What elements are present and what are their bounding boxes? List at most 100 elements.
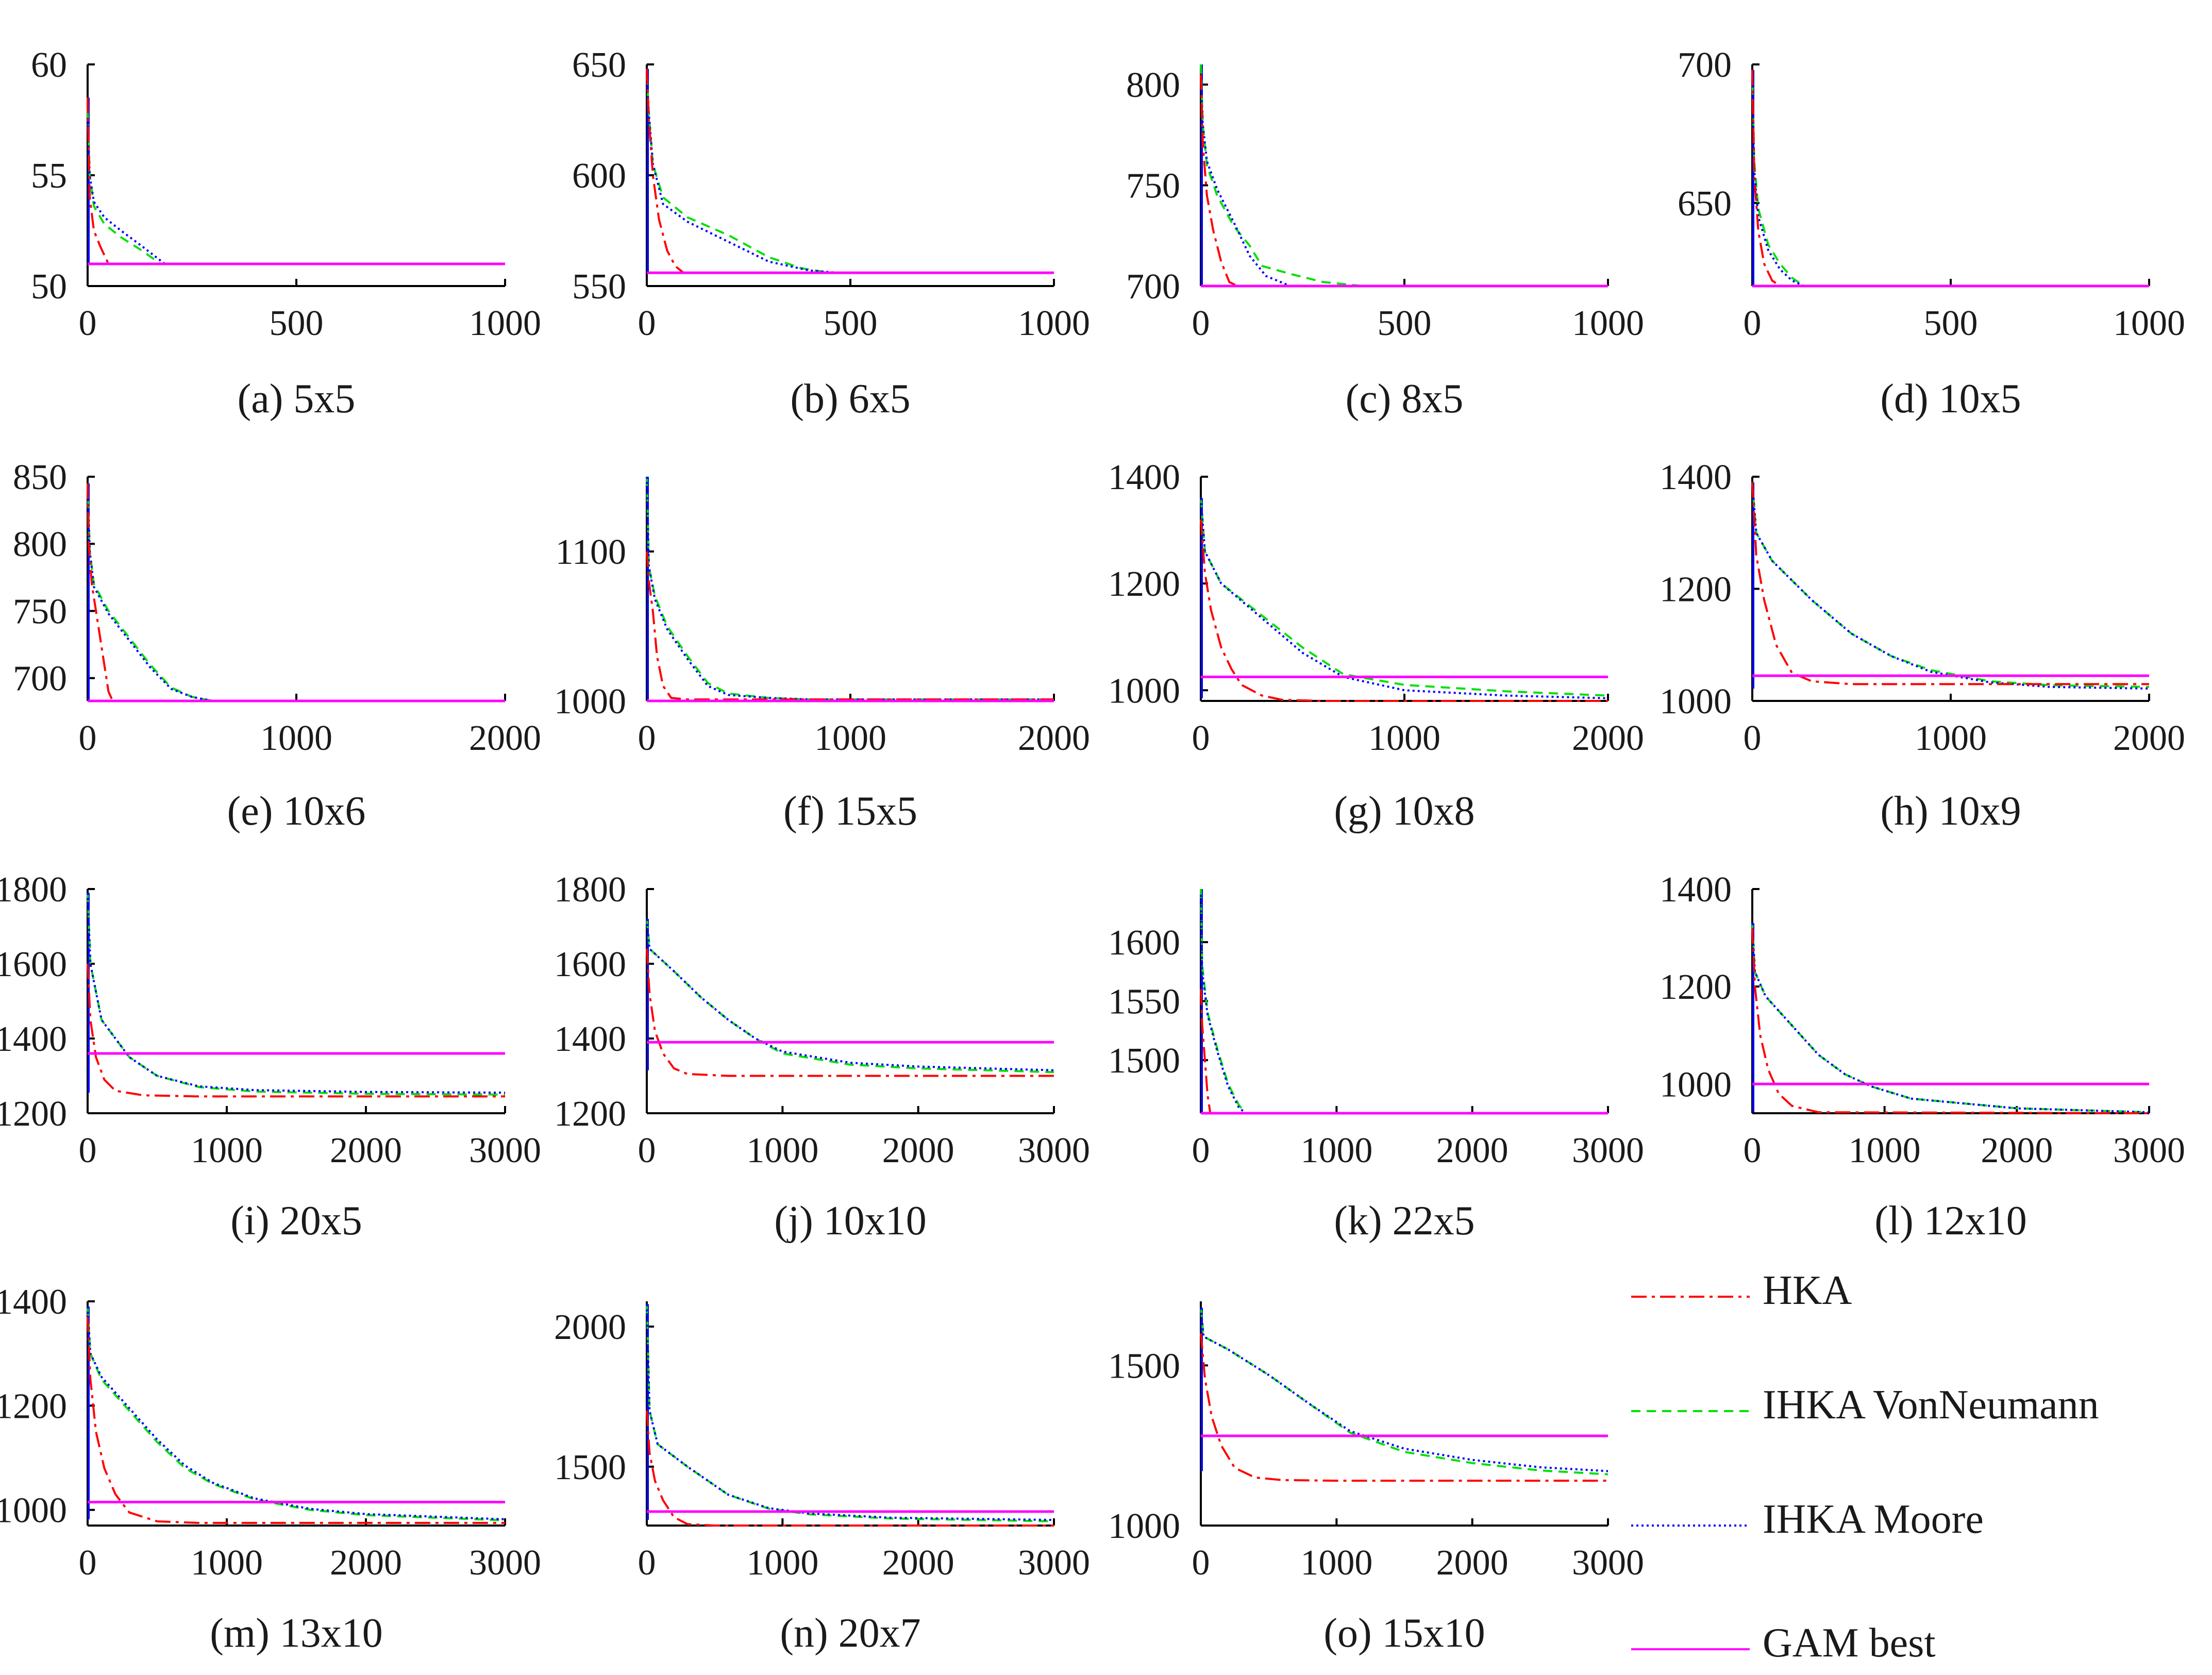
y-tick-label: 700 (1126, 267, 1180, 307)
series-hka-line (646, 948, 1054, 1077)
panel-c: 0 500 1000 700 750 800 (c) 8x5 (1126, 64, 1644, 422)
y-tick-label: 1000 (1660, 1065, 1732, 1104)
x-tick-label: 2000 (1018, 718, 1090, 758)
y-tick-label: 1200 (1660, 570, 1732, 610)
y-tick-label: 650 (1678, 184, 1732, 224)
x-tick-label: 1000 (469, 304, 541, 343)
series-vn-line (1200, 64, 1608, 287)
panel-caption: (m) 13x10 (210, 1611, 383, 1656)
x-tick-label: 1000 (814, 718, 886, 758)
series-hka-line (1200, 74, 1608, 287)
y-tick-label: 60 (31, 45, 67, 85)
panel-j: 0 1000 2000 3000 1200 1400 1600 1800 (j) 10x10 (554, 870, 1090, 1244)
x-tick-label: 2000 (1981, 1131, 2053, 1170)
series-moore-line (1200, 498, 1608, 699)
y-tick-label: 750 (13, 592, 67, 631)
series-moore-line (1200, 1308, 1608, 1472)
x-tick-label: 1000 (1572, 304, 1644, 343)
panel-o: 0 1000 2000 3000 1000 1500 (o) 15x10 (1108, 1301, 1644, 1656)
series-moore-line (87, 483, 505, 702)
panel-g: 0 1000 2000 1000 1200 1400 (g) 10x8 (1108, 458, 1644, 834)
series-vn-line (1751, 70, 2149, 287)
x-tick-label: 3000 (1572, 1543, 1644, 1583)
x-tick-label: 0 (1192, 1543, 1210, 1583)
legend-label-hka: HKA (1763, 1268, 1852, 1313)
y-tick-label: 50 (31, 267, 67, 307)
series-vn-line (1751, 482, 2150, 688)
series-hka-line (1751, 482, 2149, 685)
x-tick-label: 1000 (1368, 718, 1440, 758)
y-tick-label: 2000 (554, 1308, 626, 1347)
panel-b: 0 500 1000 550 600 650 (b) 6x5 (572, 45, 1090, 422)
y-tick-label: 1500 (1108, 1346, 1180, 1386)
x-tick-label: 2000 (2113, 718, 2185, 758)
panel-caption: (c) 8x5 (1346, 376, 1464, 422)
panel-caption: (d) 10x5 (1880, 376, 2021, 422)
y-tick-label: 55 (31, 156, 67, 196)
y-tick-label: 1000 (1108, 1506, 1180, 1546)
panel-k: 0 1000 2000 3000 1500 1550 1600 (k) 22x5 (1108, 889, 1644, 1244)
panel-caption: (e) 10x6 (227, 789, 366, 834)
panel-i: 0 1000 2000 3000 1200 1400 1600 1800 (i) 20x5 (0, 870, 541, 1244)
x-tick-label: 0 (1192, 304, 1210, 343)
panel-caption: (a) 5x5 (238, 376, 356, 422)
x-tick-label: 0 (1192, 718, 1210, 758)
panel-caption: (n) 20x7 (780, 1611, 920, 1656)
y-tick-label: 1500 (1108, 1041, 1180, 1081)
series-moore-line (1751, 70, 2149, 287)
x-tick-label: 2000 (469, 718, 541, 758)
x-tick-label: 2000 (882, 1131, 954, 1170)
x-tick-label: 0 (1744, 1131, 1762, 1170)
x-tick-label: 2000 (882, 1543, 954, 1583)
series-vn-line (87, 1306, 506, 1521)
series-hka-line (87, 1317, 505, 1524)
y-tick-label: 1000 (1660, 682, 1732, 722)
x-tick-label: 2000 (1436, 1131, 1509, 1170)
x-tick-label: 3000 (469, 1131, 541, 1170)
x-tick-label: 3000 (2113, 1131, 2185, 1170)
x-tick-label: 2000 (330, 1131, 402, 1170)
y-tick-label: 1400 (0, 1282, 67, 1322)
series-vn-line (1200, 889, 1608, 1114)
series-moore-line (646, 1304, 1054, 1521)
y-tick-label: 1000 (554, 682, 626, 722)
x-tick-label: 1000 (1018, 304, 1090, 343)
panel-d: 0 500 1000 650 700 (d) 10x5 (1678, 45, 2185, 422)
panel-m: 0 1000 2000 3000 1000 1200 1400 (m) 13x10 (0, 1282, 541, 1656)
y-tick-label: 1200 (1108, 564, 1180, 604)
y-tick-label: 1500 (554, 1448, 626, 1487)
x-tick-label: 0 (79, 1131, 97, 1170)
y-tick-label: 1100 (556, 532, 626, 572)
x-tick-label: 0 (1744, 304, 1762, 343)
series-hka-line (646, 551, 1054, 701)
x-tick-label: 1000 (1915, 718, 1987, 758)
series-vn-line (87, 108, 505, 265)
y-tick-label: 1400 (1660, 870, 1732, 910)
x-tick-label: 1000 (2113, 304, 2185, 343)
legend-item-von-neumann: IHKA VonNeumann (1631, 1382, 2099, 1428)
y-tick-label: 1200 (554, 1094, 626, 1134)
x-tick-label: 0 (638, 1543, 656, 1583)
x-tick-label: 1000 (1849, 1131, 1921, 1170)
y-tick-label: 1200 (0, 1094, 67, 1134)
series-moore-line (87, 1306, 506, 1520)
series-vn-line (1200, 498, 1608, 697)
x-tick-label: 0 (79, 1543, 97, 1583)
y-tick-label: 1800 (0, 870, 67, 910)
y-tick-label: 1600 (0, 945, 67, 984)
x-tick-label: 3000 (1018, 1131, 1090, 1170)
series-moore-line (646, 918, 1054, 1071)
x-tick-label: 0 (638, 718, 656, 758)
y-tick-label: 750 (1126, 166, 1180, 206)
y-tick-label: 1400 (1108, 458, 1180, 497)
x-tick-label: 1000 (746, 1131, 818, 1170)
x-tick-label: 0 (79, 304, 97, 343)
panel-caption: (h) 10x9 (1880, 789, 2021, 834)
series-moore-line (1751, 923, 2150, 1114)
x-tick-label: 0 (638, 1131, 656, 1170)
y-tick-label: 800 (13, 525, 67, 564)
y-tick-label: 1550 (1108, 982, 1180, 1022)
series-hka-line (646, 69, 1054, 274)
x-tick-label: 0 (1192, 1131, 1210, 1170)
x-tick-label: 500 (1378, 304, 1432, 343)
